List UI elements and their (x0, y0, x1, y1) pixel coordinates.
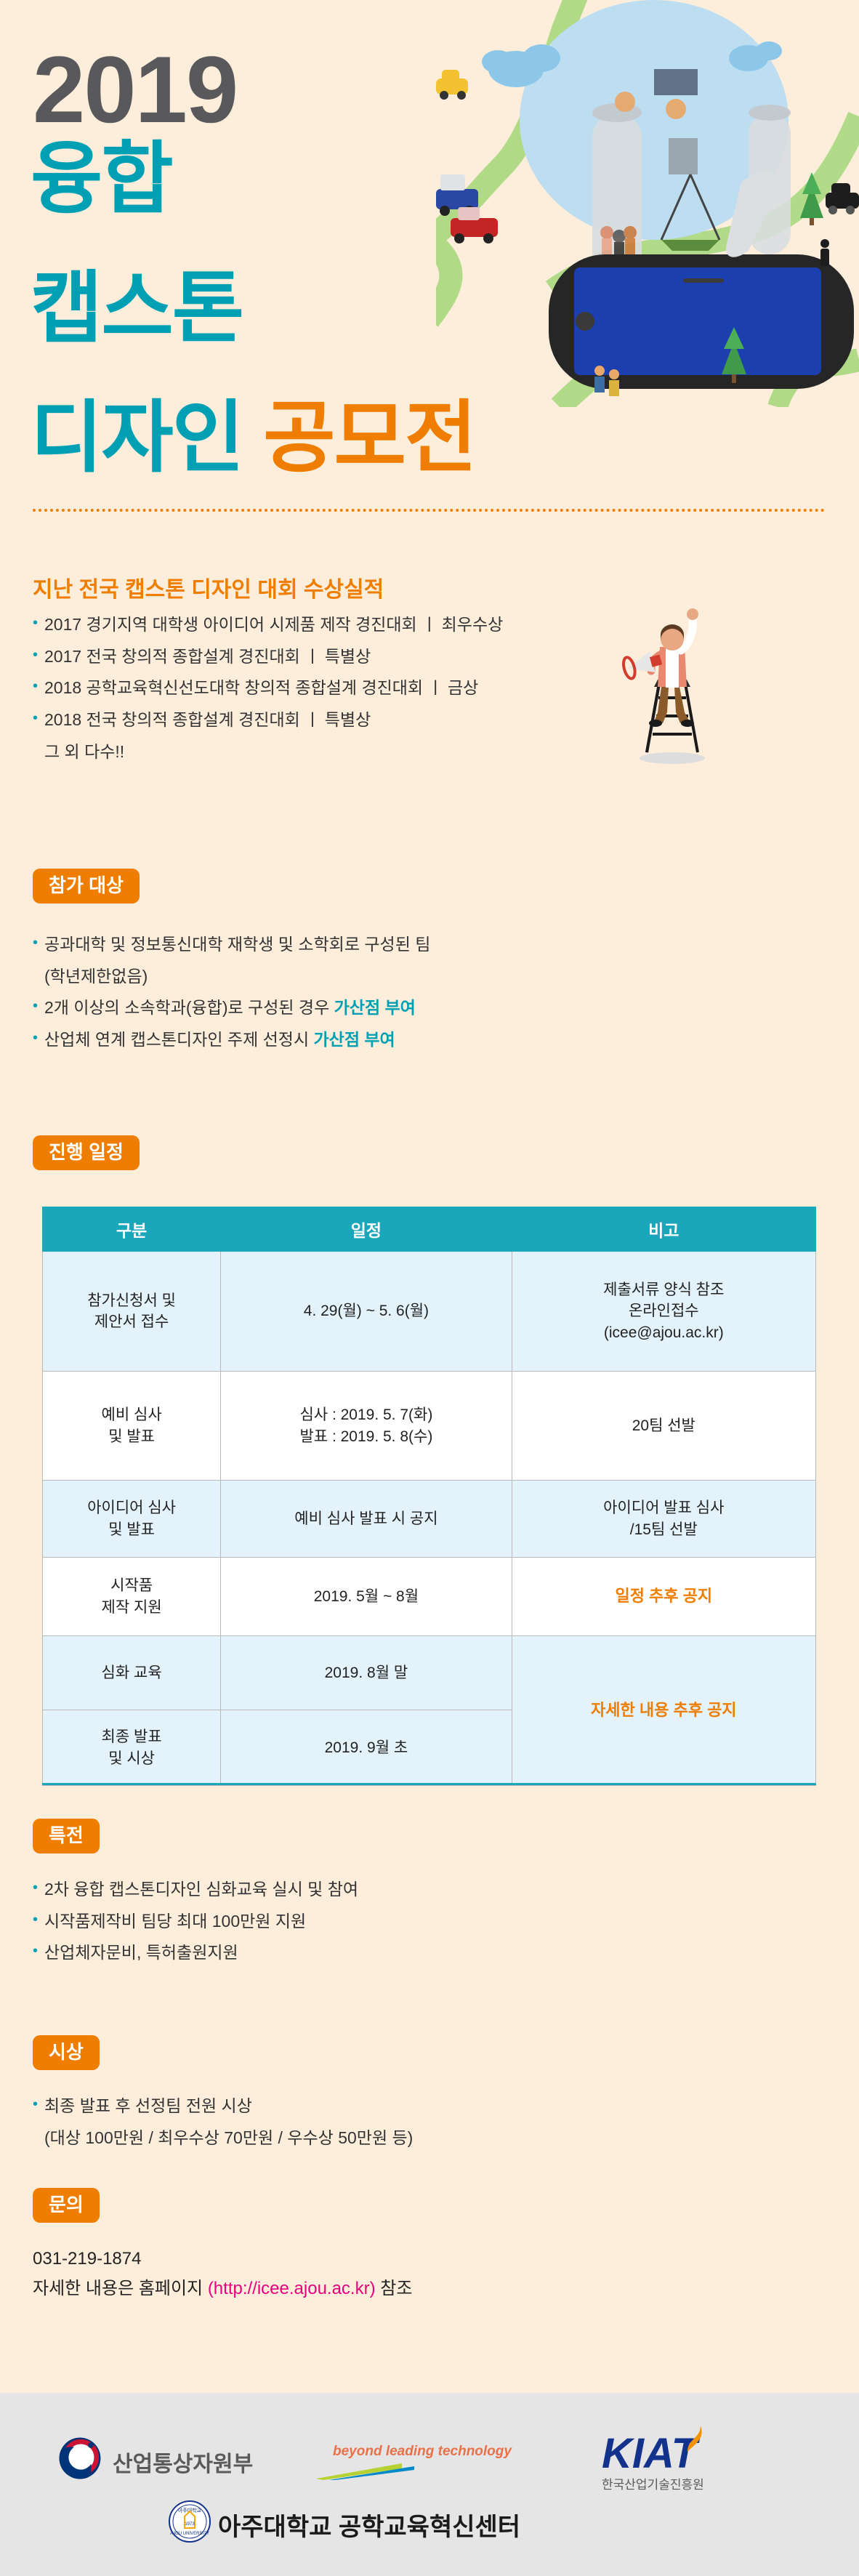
svg-text:1973: 1973 (185, 2522, 195, 2527)
svg-text:AJOU UNIVERSITY: AJOU UNIVERSITY (170, 2532, 209, 2536)
